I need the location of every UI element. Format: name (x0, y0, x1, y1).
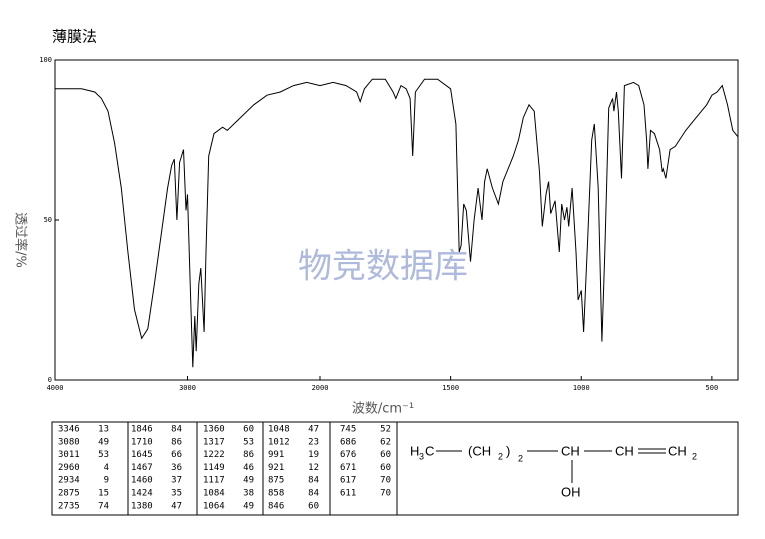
peak-transmittance: 70 (380, 476, 391, 486)
subscript: 3 (419, 451, 424, 461)
peak-wavenumber: 846 (268, 501, 284, 511)
x-axis-label: 波数/cm⁻¹ (352, 402, 414, 417)
x-tick-label: 4000 (47, 384, 64, 392)
peak-transmittance: 35 (171, 489, 182, 499)
subscript: 2 (498, 451, 503, 461)
peak-transmittance: 53 (243, 437, 254, 447)
peak-transmittance: 86 (243, 450, 254, 460)
peak-wavenumber: 1012 (268, 437, 290, 447)
y-tick-label: 50 (44, 216, 52, 224)
peak-wavenumber: 1710 (131, 437, 153, 447)
chart-title: 薄膜法 (52, 28, 97, 46)
peak-transmittance: 38 (243, 489, 254, 499)
spectrum-line (55, 78, 739, 368)
peak-transmittance: 47 (308, 425, 319, 435)
peak-transmittance: 74 (98, 501, 109, 511)
peak-transmittance: 53 (98, 450, 109, 460)
group: CH (615, 443, 634, 458)
peak-wavenumber: 1424 (131, 489, 153, 499)
peak-wavenumber: 1149 (203, 463, 225, 473)
peak-wavenumber: 1064 (203, 501, 225, 511)
peak-wavenumber: 1048 (268, 425, 290, 435)
peak-wavenumber: 676 (340, 450, 356, 460)
x-tick-label: 3000 (179, 384, 196, 392)
peak-wavenumber: 1084 (203, 489, 225, 499)
peak-transmittance: 49 (243, 476, 254, 486)
peak-wavenumber: 858 (268, 489, 284, 499)
peak-transmittance: 47 (171, 501, 182, 511)
peak-transmittance: 15 (98, 489, 109, 499)
x-tick-label: 2000 (312, 384, 329, 392)
peak-wavenumber: 745 (340, 425, 356, 435)
table-frame (51, 421, 739, 516)
plot-frame (54, 59, 739, 381)
group: OH (561, 484, 581, 499)
peak-wavenumber: 686 (340, 437, 356, 447)
peak-transmittance: 4 (104, 463, 109, 473)
peak-wavenumber: 3011 (58, 450, 80, 460)
peak-transmittance: 60 (380, 463, 391, 473)
peak-transmittance: 19 (308, 450, 319, 460)
peak-transmittance: 9 (104, 476, 109, 486)
peak-wavenumber: 1380 (131, 501, 153, 511)
peak-wavenumber: 2960 (58, 463, 80, 473)
peak-wavenumber: 3080 (58, 437, 80, 447)
subscript: 2 (692, 451, 697, 461)
peak-transmittance: 70 (380, 489, 391, 499)
watermark: 物竞数据库 (298, 247, 468, 287)
peak-wavenumber: 2875 (58, 489, 80, 499)
peak-transmittance: 60 (308, 501, 319, 511)
peak-transmittance: 23 (308, 437, 319, 447)
peak-wavenumber: 1645 (131, 450, 153, 460)
subscript: 2 (518, 453, 523, 463)
y-axis-label: 透过率/% (13, 212, 29, 268)
peak-wavenumber: 1846 (131, 425, 153, 435)
peak-transmittance: 66 (171, 450, 182, 460)
peak-wavenumber: 671 (340, 463, 356, 473)
peak-transmittance: 84 (308, 476, 319, 486)
peak-transmittance: 84 (308, 489, 319, 499)
peak-wavenumber: 617 (340, 476, 356, 486)
peak-transmittance: 36 (171, 463, 182, 473)
peak-wavenumber: 1460 (131, 476, 153, 486)
peak-wavenumber: 1117 (203, 476, 225, 486)
peak-wavenumber: 2934 (58, 476, 80, 486)
peak-transmittance: 49 (98, 437, 109, 447)
peak-transmittance: 86 (171, 437, 182, 447)
peak-wavenumber: 921 (268, 463, 284, 473)
peak-wavenumber: 3346 (58, 425, 80, 435)
x-tick-label: 1500 (442, 384, 459, 392)
atom: C (425, 443, 434, 458)
peak-wavenumber: 991 (268, 450, 284, 460)
peak-wavenumber: 611 (340, 489, 356, 499)
peak-wavenumber: 1317 (203, 437, 225, 447)
peak-transmittance: 52 (380, 425, 391, 435)
peak-transmittance: 84 (171, 425, 182, 435)
group: CH (668, 443, 687, 458)
peak-transmittance: 60 (243, 425, 254, 435)
x-tick-label: 1000 (573, 384, 590, 392)
group: CH (561, 443, 580, 458)
peak-transmittance: 62 (380, 437, 391, 447)
peak-transmittance: 13 (98, 425, 109, 435)
y-tick-label: 0 (48, 376, 52, 384)
peak-transmittance: 12 (308, 463, 319, 473)
peak-wavenumber: 1360 (203, 425, 225, 435)
structure: H 3 C (CH 2 ) 2 CH CH CH 2 OH (410, 443, 697, 499)
peak-transmittance: 60 (380, 450, 391, 460)
peak-wavenumber: 1467 (131, 463, 153, 473)
x-tick-label: 500 (706, 384, 719, 392)
atom: H (410, 443, 419, 458)
peak-transmittance: 49 (243, 501, 254, 511)
peak-transmittance: 37 (171, 476, 182, 486)
peak-wavenumber: 1222 (203, 450, 225, 460)
peak-transmittance: 46 (243, 463, 254, 473)
y-tick-label: 100 (39, 56, 52, 64)
peak-wavenumber: 875 (268, 476, 284, 486)
group: (CH (468, 443, 491, 458)
peak-wavenumber: 2735 (58, 501, 80, 511)
group: ) (506, 443, 510, 458)
